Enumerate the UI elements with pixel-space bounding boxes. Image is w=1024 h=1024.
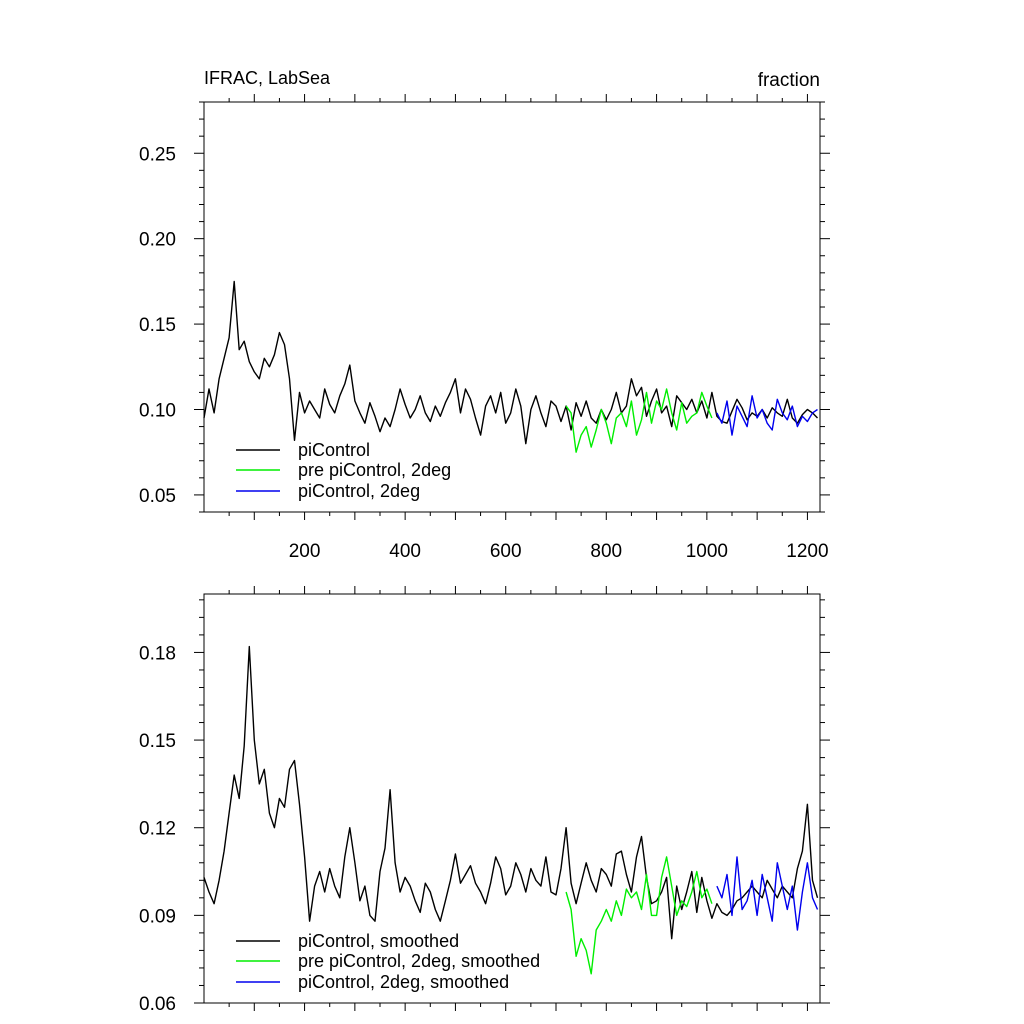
y-tick-label: 0.20 (139, 230, 176, 251)
legend-label: piControl, 2deg, smoothed (298, 972, 509, 992)
y-tick-label: 0.15 (139, 315, 176, 336)
legend-label: pre piControl, 2deg, smoothed (298, 951, 540, 971)
x-tick-label: 600 (490, 541, 522, 562)
chart-units: fraction (758, 70, 820, 91)
plot-frame (203, 593, 821, 1004)
plot-frame (203, 101, 821, 513)
y-tick-label: 0.10 (139, 401, 176, 422)
series-line-1 (565, 388, 713, 453)
legend-label: piControl, smoothed (298, 931, 459, 951)
x-tick-label: 800 (590, 541, 622, 562)
y-tick-label: 0.09 (139, 906, 176, 927)
y-tick-label: 0.12 (139, 819, 176, 840)
y-tick-label: 0.15 (139, 731, 176, 752)
y-tick-label: 0.18 (139, 643, 176, 664)
series-line-0 (203, 280, 818, 445)
x-tick-label: 200 (289, 541, 321, 562)
series-line-2 (716, 395, 818, 436)
x-tick-label: 1200 (786, 541, 828, 562)
series-line-2 (716, 856, 819, 931)
legend-label: piControl, 2deg (298, 481, 420, 501)
x-tick-label: 1000 (686, 541, 728, 562)
chart-title: IFRAC, LabSea (204, 68, 331, 88)
legend-label: pre piControl, 2deg (298, 460, 451, 480)
x-tick-label: 400 (389, 541, 421, 562)
series-line-0 (203, 645, 819, 940)
series-line-1 (565, 856, 713, 975)
legend-label: piControl (298, 440, 370, 460)
panel-top-ifrac: IFRAC, LabSea fraction 200 400 600 800 1000 1… (139, 68, 830, 562)
y-tick-label: 0.06 (139, 994, 176, 1015)
y-tick-label: 0.25 (139, 144, 176, 165)
y-tick-label: 0.05 (139, 486, 176, 507)
